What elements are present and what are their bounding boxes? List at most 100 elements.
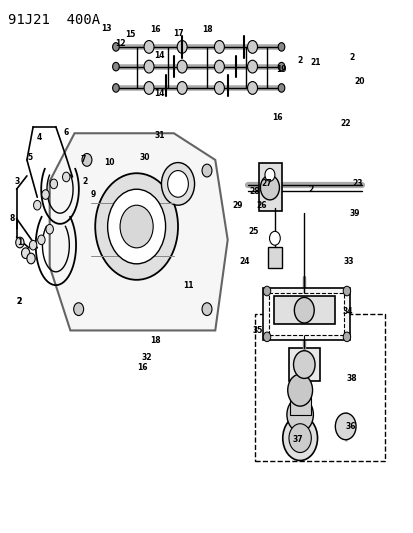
Text: 30: 30 — [139, 153, 150, 161]
Circle shape — [161, 163, 194, 205]
Text: 6: 6 — [64, 128, 69, 136]
Bar — [254, 314, 384, 461]
Circle shape — [335, 413, 355, 440]
Text: 25: 25 — [247, 228, 258, 236]
Circle shape — [144, 41, 154, 53]
Text: 18: 18 — [150, 336, 160, 344]
Circle shape — [278, 43, 284, 51]
Text: 2: 2 — [16, 297, 21, 305]
Circle shape — [247, 41, 257, 53]
Text: 19: 19 — [275, 65, 286, 74]
Circle shape — [120, 205, 153, 248]
Bar — [262, 288, 349, 340]
Circle shape — [29, 240, 37, 250]
Bar — [258, 163, 281, 211]
Text: 32: 32 — [141, 353, 152, 361]
Text: 39: 39 — [349, 209, 360, 217]
Circle shape — [286, 398, 313, 432]
Circle shape — [107, 189, 165, 264]
Circle shape — [27, 253, 35, 264]
Text: 9: 9 — [90, 190, 95, 199]
Circle shape — [112, 84, 119, 92]
Text: 10: 10 — [104, 158, 115, 167]
Text: 2: 2 — [82, 177, 87, 185]
Circle shape — [342, 286, 350, 296]
Circle shape — [177, 41, 187, 53]
Circle shape — [202, 303, 211, 316]
Text: 22: 22 — [339, 119, 350, 128]
Circle shape — [95, 173, 178, 280]
Circle shape — [38, 235, 45, 245]
Text: 33: 33 — [342, 257, 353, 265]
Text: 2: 2 — [349, 53, 354, 62]
Circle shape — [144, 82, 154, 94]
Circle shape — [214, 41, 224, 53]
Circle shape — [74, 303, 83, 316]
Text: 16: 16 — [271, 113, 282, 122]
Circle shape — [50, 179, 57, 189]
Circle shape — [16, 237, 24, 248]
Circle shape — [264, 168, 274, 181]
Text: 15: 15 — [125, 30, 135, 39]
Circle shape — [288, 424, 311, 453]
Circle shape — [269, 231, 280, 245]
Circle shape — [278, 62, 284, 71]
Circle shape — [33, 200, 41, 210]
Text: 11: 11 — [183, 281, 193, 289]
Circle shape — [112, 62, 119, 71]
Circle shape — [167, 171, 188, 197]
Text: 14: 14 — [154, 52, 164, 60]
Circle shape — [214, 82, 224, 94]
Text: 31: 31 — [154, 132, 164, 140]
Circle shape — [46, 224, 53, 234]
Text: 14: 14 — [154, 89, 164, 98]
Text: 16: 16 — [137, 364, 148, 372]
Text: 2: 2 — [297, 56, 301, 64]
Text: 17: 17 — [172, 29, 183, 37]
Bar — [268, 293, 343, 335]
Circle shape — [21, 248, 30, 259]
Text: 37: 37 — [292, 435, 303, 444]
Circle shape — [214, 60, 224, 73]
Circle shape — [282, 416, 317, 461]
Text: 28: 28 — [249, 188, 259, 196]
Circle shape — [82, 154, 92, 166]
Circle shape — [247, 82, 257, 94]
Circle shape — [293, 351, 314, 378]
Circle shape — [247, 60, 257, 73]
Circle shape — [112, 43, 119, 51]
Circle shape — [263, 286, 270, 296]
Circle shape — [342, 332, 350, 342]
Text: 21: 21 — [309, 59, 320, 67]
Bar — [289, 394, 310, 415]
Text: 34: 34 — [342, 308, 352, 316]
Text: 36: 36 — [345, 422, 356, 431]
Text: 91J21  400A: 91J21 400A — [8, 13, 100, 27]
Text: 20: 20 — [353, 77, 364, 85]
Circle shape — [287, 374, 312, 406]
Text: 1: 1 — [17, 238, 22, 247]
Text: 8: 8 — [10, 214, 15, 223]
Text: 27: 27 — [261, 180, 272, 188]
Text: 16: 16 — [150, 25, 160, 34]
Text: 5: 5 — [27, 153, 32, 161]
Text: 2: 2 — [16, 297, 21, 305]
Text: 4: 4 — [37, 133, 42, 142]
Bar — [288, 348, 319, 381]
Bar — [268, 247, 281, 268]
Text: 38: 38 — [346, 374, 356, 383]
Text: 13: 13 — [101, 25, 112, 33]
Bar — [274, 296, 334, 324]
Text: 3: 3 — [15, 177, 20, 185]
Circle shape — [260, 175, 279, 200]
Circle shape — [263, 332, 270, 342]
Circle shape — [144, 60, 154, 73]
Circle shape — [294, 297, 313, 323]
Text: 29: 29 — [232, 201, 243, 209]
Circle shape — [278, 84, 284, 92]
Circle shape — [62, 172, 70, 182]
Text: 12: 12 — [114, 39, 125, 48]
Circle shape — [177, 82, 187, 94]
Text: 26: 26 — [256, 201, 266, 209]
Text: 2: 2 — [308, 185, 313, 193]
